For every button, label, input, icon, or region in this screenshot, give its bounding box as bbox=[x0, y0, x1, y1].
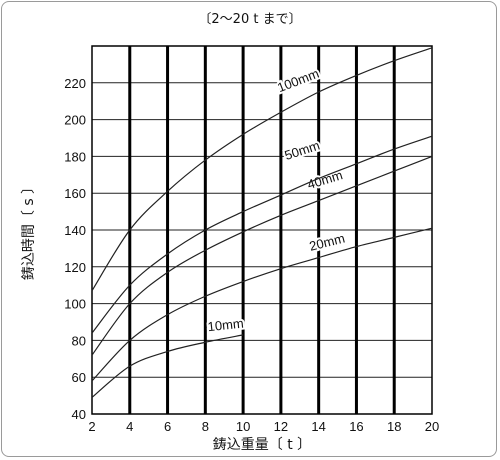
y-tick-label: 180 bbox=[64, 149, 86, 164]
series-label-10mm: 10mm bbox=[207, 316, 244, 335]
x-tick-label: 16 bbox=[349, 419, 363, 434]
series-label-50mm: 50mm bbox=[283, 138, 322, 163]
x-tick-label: 14 bbox=[311, 419, 325, 434]
y-tick-label: 220 bbox=[64, 76, 86, 91]
x-tick-label: 18 bbox=[387, 419, 401, 434]
x-tick-label: 20 bbox=[425, 419, 439, 434]
y-tick-label: 160 bbox=[64, 186, 86, 201]
y-tick-label: 200 bbox=[64, 113, 86, 128]
series-line-40mm bbox=[91, 155, 433, 356]
x-tick-label: 2 bbox=[88, 419, 95, 434]
x-axis-label: 鋳込重量〔 t 〕 bbox=[212, 437, 312, 453]
plot-border bbox=[91, 45, 433, 415]
x-tick-label: 6 bbox=[164, 419, 171, 434]
y-tick-label: 120 bbox=[64, 260, 86, 275]
series-label-20mm: 20mm bbox=[308, 231, 347, 254]
series-line-20mm bbox=[91, 227, 433, 382]
x-tick-label: 12 bbox=[274, 419, 288, 434]
y-tick-label: 40 bbox=[72, 407, 86, 422]
y-tick-label: 60 bbox=[72, 370, 86, 385]
series-line-100mm bbox=[91, 47, 433, 292]
x-tick-label: 10 bbox=[236, 419, 250, 434]
y-tick-label: 80 bbox=[72, 333, 86, 348]
x-tick-label: 8 bbox=[202, 419, 209, 434]
y-tick-label: 100 bbox=[64, 297, 86, 312]
series-line-10mm bbox=[91, 334, 244, 398]
x-tick-label: 4 bbox=[126, 419, 133, 434]
series-line-50mm bbox=[91, 135, 433, 334]
chart-title: 〔2〜20 t まで〕 bbox=[198, 12, 302, 27]
y-tick-label: 140 bbox=[64, 223, 86, 238]
